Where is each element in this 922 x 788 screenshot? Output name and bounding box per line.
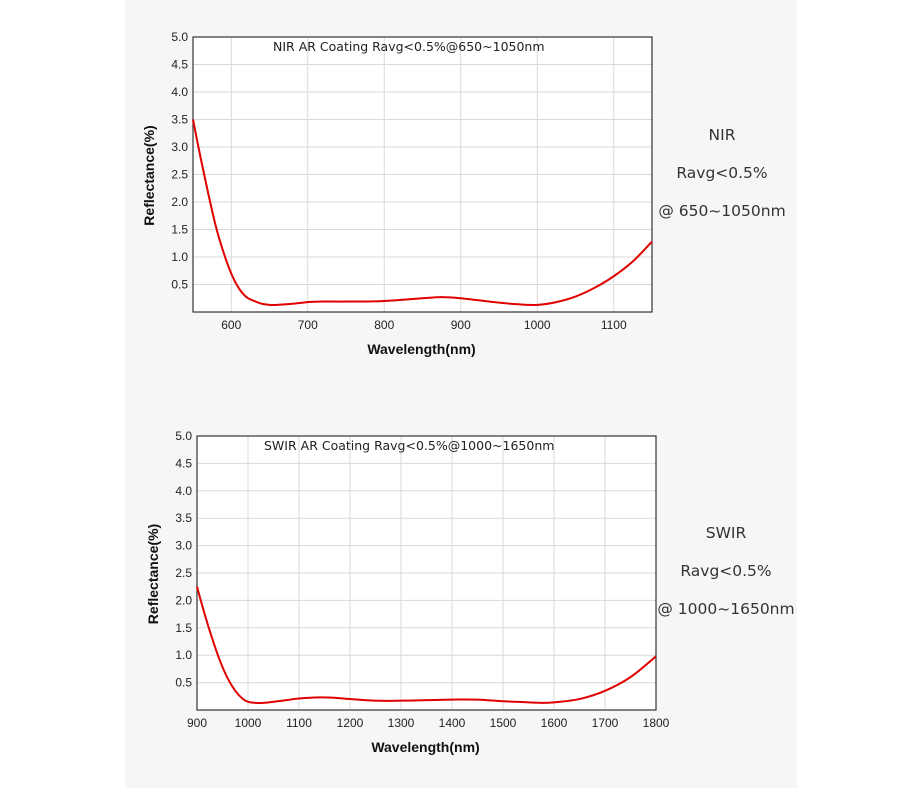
swir-x-tick-label: 1500 (490, 716, 517, 730)
swir-y-axis-label: Reflectance(%) (145, 524, 161, 624)
swir-y-tick-label: 1.5 (175, 621, 192, 635)
nir-side-note-line2: Ravg<0.5% (676, 164, 768, 182)
nir-side-note: NIR Ravg<0.5% @ 650~1050nm (622, 126, 822, 242)
nir-y-tick-label: 3.5 (171, 113, 188, 127)
swir-x-tick-label: 1100 (286, 716, 312, 730)
nir-x-tick-label: 600 (221, 318, 241, 332)
nir-y-tick-label: 2.0 (171, 195, 188, 209)
swir-x-tick-label: 1300 (388, 716, 415, 730)
swir-y-tick-label: 5.0 (175, 429, 192, 443)
swir-plot-frame (196, 435, 657, 711)
swir-x-tick-label: 1000 (235, 716, 262, 730)
swir-x-tick-label: 1600 (541, 716, 568, 730)
swir-y-tick-label: 1.0 (175, 648, 192, 662)
nir-reflectance-curve (192, 119, 653, 306)
nir-x-tick-label: 1000 (524, 318, 551, 332)
nir-x-tick-label: 700 (298, 318, 318, 332)
nir-chart-title: NIR AR Coating Ravg<0.5%@650~1050nm (273, 39, 545, 54)
swir-x-tick-label: 1200 (337, 716, 364, 730)
nir-x-tick-label: 900 (451, 318, 471, 332)
nir-y-tick-label: 3.0 (171, 140, 188, 154)
nir-side-note-line3: @ 650~1050nm (658, 202, 786, 220)
swir-y-tick-label: 2.0 (175, 593, 192, 607)
swir-y-tick-label: 0.5 (175, 676, 192, 690)
swir-x-tick-label: 900 (187, 716, 207, 730)
nir-y-tick-label: 4.0 (171, 85, 188, 99)
swir-side-note-line3: @ 1000~1650nm (657, 600, 795, 618)
swir-x-axis-label: Wavelength(nm) (371, 739, 479, 755)
swir-x-tick-label: 1700 (592, 716, 619, 730)
nir-y-tick-label: 0.5 (171, 278, 188, 292)
swir-y-tick-label: 4.0 (175, 484, 192, 498)
nir-x-tick-label: 800 (374, 318, 394, 332)
swir-side-note: SWIR Ravg<0.5% @ 1000~1650nm (626, 524, 826, 640)
nir-y-tick-label: 1.0 (171, 250, 188, 264)
nir-y-axis-label: Reflectance(%) (141, 125, 157, 225)
swir-y-tick-label: 4.5 (175, 456, 192, 470)
nir-x-tick-label: 1100 (601, 318, 627, 332)
nir-side-note-line1: NIR (708, 126, 736, 144)
nir-chart: 600 700 800 900 1000 1100 0.5 1.0 1.5 2.0 2.5 3.0 3.… (141, 30, 653, 357)
swir-y-tick-label: 3.0 (175, 539, 192, 553)
nir-y-tick-label: 2.5 (171, 168, 188, 182)
nir-plot-frame (192, 36, 653, 313)
swir-y-tick-label: 2.5 (175, 566, 192, 580)
swir-chart-title: SWIR AR Coating Ravg<0.5%@1000~1650nm (264, 438, 554, 453)
swir-chart: 900 1000 1100 1200 1300 1400 1500 1600 1700 1800 0… (145, 429, 670, 755)
swir-x-tick-label: 1800 (643, 716, 670, 730)
nir-y-tick-label: 4.5 (171, 58, 188, 72)
nir-x-axis-label: Wavelength(nm) (367, 341, 475, 357)
swir-side-note-line2: Ravg<0.5% (680, 562, 772, 580)
swir-reflectance-curve (196, 586, 657, 705)
swir-x-tick-label: 1400 (439, 716, 466, 730)
nir-y-tick-label: 1.5 (171, 223, 188, 237)
nir-y-tick-label: 5.0 (171, 30, 188, 44)
swir-side-note-line1: SWIR (705, 524, 747, 542)
swir-y-tick-label: 3.5 (175, 511, 192, 525)
